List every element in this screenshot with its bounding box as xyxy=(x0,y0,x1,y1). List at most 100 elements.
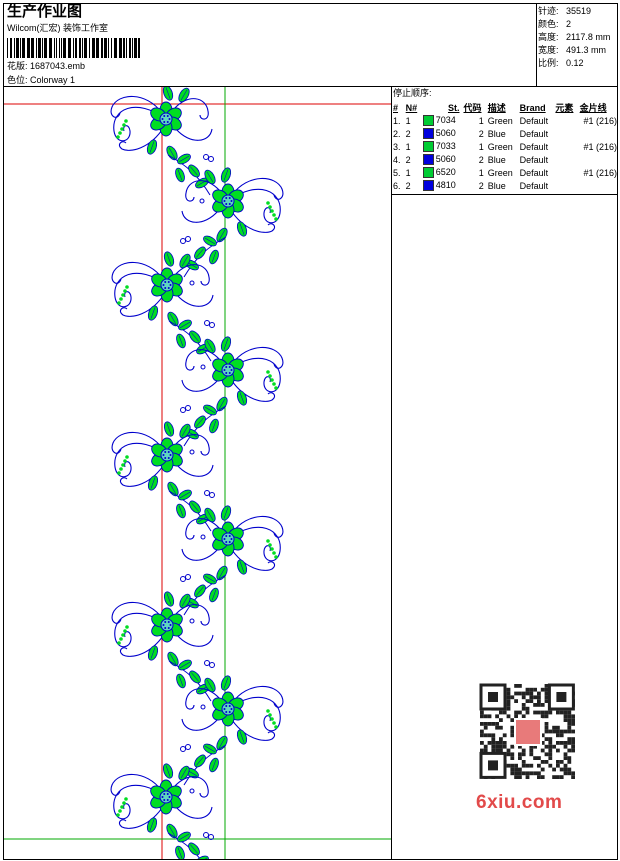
watermark xyxy=(470,681,586,817)
table-cell: 1 xyxy=(478,141,484,152)
table-row: 6. 2 4810 2 Blue Default xyxy=(391,179,619,192)
floral-motif xyxy=(111,591,215,710)
stop-sequence-title: 停止顺序: xyxy=(393,88,432,98)
design-canvas xyxy=(3,86,392,860)
watermark-logo: 6xiu.com xyxy=(476,792,563,813)
table-cell: Default xyxy=(519,128,549,139)
table-cell: Default xyxy=(519,115,549,126)
table-cell: Blue xyxy=(487,128,506,139)
table-cell: 7033 xyxy=(421,140,462,153)
column-header: # xyxy=(393,102,399,113)
color-swatch xyxy=(422,128,434,140)
table-cell xyxy=(553,179,577,192)
seal-icon xyxy=(514,718,542,746)
color-swatch xyxy=(422,141,434,153)
table-cell: Green xyxy=(487,141,513,152)
table-cell: 6. xyxy=(393,180,401,191)
table-cell: 7034 xyxy=(421,114,462,127)
stat-value: 0.12 xyxy=(566,58,584,68)
stat-colors: 颜色: 2 xyxy=(538,19,571,29)
table-cell: 4. xyxy=(393,154,401,165)
table-cell xyxy=(578,153,619,166)
stop-sequence-table: # N# St. 代码 描述 Brand 元素 金片线 1. 1 7034 1 Gree… xyxy=(391,101,619,192)
column-header: 代码 xyxy=(463,103,482,113)
floral-motif xyxy=(180,336,284,455)
table-cell: 2 xyxy=(478,128,484,139)
stat-label: 高度: xyxy=(538,32,559,42)
page-title: 生产作业图 xyxy=(7,3,83,20)
table-cell: Green xyxy=(487,115,513,126)
table-row: 4. 2 5060 2 Blue Default xyxy=(391,153,619,166)
table-cell: 1 xyxy=(478,115,484,126)
stat-value: 2 xyxy=(566,19,572,29)
table-cell: 5. xyxy=(393,167,401,178)
table-cell: 5060 xyxy=(421,127,462,140)
table-cell: 5060 xyxy=(421,153,462,166)
table-cell: 2. xyxy=(393,128,401,139)
table-cell: 4810 xyxy=(421,179,462,192)
table-cell xyxy=(553,114,577,127)
table-cell xyxy=(553,140,577,153)
table-row: 2. 2 5060 2 Blue Default xyxy=(391,127,619,140)
column-header: N# xyxy=(405,102,418,113)
stat-scale: 比例: 0.12 xyxy=(538,58,584,68)
table-cell: Default xyxy=(519,141,549,152)
table-cell: 6520 xyxy=(421,166,462,179)
stat-label: 比例: xyxy=(538,58,559,68)
stat-value: 35519 xyxy=(566,6,592,16)
colorway-label: 色位: Colorway 1 xyxy=(7,75,76,85)
design-file-name: 花版: 1687043.emb xyxy=(7,61,86,71)
table-cell: 1 xyxy=(405,115,411,126)
table-row: 1. 1 7034 1 Green Default #1 (216) xyxy=(391,114,619,127)
table-header-row: # N# St. 代码 描述 Brand 元素 金片线 xyxy=(391,101,619,114)
table-cell: #1 (216) xyxy=(583,167,617,178)
floral-motif xyxy=(110,763,214,859)
floral-motif xyxy=(180,167,284,286)
floral-motif xyxy=(180,675,284,794)
table-cell: #1 (216) xyxy=(583,115,617,126)
color-swatch xyxy=(422,115,434,127)
floral-motif xyxy=(180,505,284,624)
color-swatch xyxy=(422,154,434,166)
color-swatch xyxy=(422,180,434,192)
table-cell: 2 xyxy=(405,180,411,191)
table-cell: 2 xyxy=(478,154,484,165)
table-cell: Default xyxy=(519,154,549,165)
column-header: St. xyxy=(447,102,460,113)
table-cell: 1. xyxy=(393,115,401,126)
column-header: Brand xyxy=(519,102,546,113)
table-row: 3. 1 7033 1 Green Default #1 (216) xyxy=(391,140,619,153)
table-cell xyxy=(553,153,577,166)
company-name: Wilcom(汇宏) 装饰工作室 xyxy=(7,23,108,33)
table-cell xyxy=(553,127,577,140)
table-cell xyxy=(578,179,619,192)
floral-motif xyxy=(111,421,215,540)
table-cell: 2 xyxy=(478,180,484,191)
table-cell xyxy=(578,127,619,140)
stat-label: 颜色: xyxy=(538,19,559,29)
table-cell: Default xyxy=(519,167,549,178)
stat-stitches: 针迹: 35519 xyxy=(538,7,591,16)
qr-code-icon xyxy=(470,681,586,786)
column-header: 描述 xyxy=(487,103,506,113)
table-cell: 2 xyxy=(405,128,411,139)
stat-value: 2117.8 mm xyxy=(566,32,611,42)
table-cell: Blue xyxy=(487,180,506,191)
table-cell: 3. xyxy=(393,141,401,152)
table-cell: Default xyxy=(519,180,549,191)
table-cell: 1 xyxy=(405,141,411,152)
embroidery-design xyxy=(4,87,391,859)
table-cell: #1 (216) xyxy=(583,141,617,152)
table-cell: 1 xyxy=(478,167,484,178)
floral-motif xyxy=(110,87,214,204)
table-row: 5. 1 6520 1 Green Default #1 (216) xyxy=(391,166,619,179)
table-cell: 2 xyxy=(405,154,411,165)
table-cell: Blue xyxy=(487,154,506,165)
stat-width: 宽度: 491.3 mm xyxy=(538,46,606,55)
table-cell xyxy=(553,166,577,179)
color-swatch xyxy=(422,167,434,179)
floral-motif xyxy=(111,251,215,370)
column-header: 元素 xyxy=(555,103,574,113)
stat-height: 高度: 2117.8 mm xyxy=(538,32,610,42)
column-header: 金片线 xyxy=(579,103,607,113)
